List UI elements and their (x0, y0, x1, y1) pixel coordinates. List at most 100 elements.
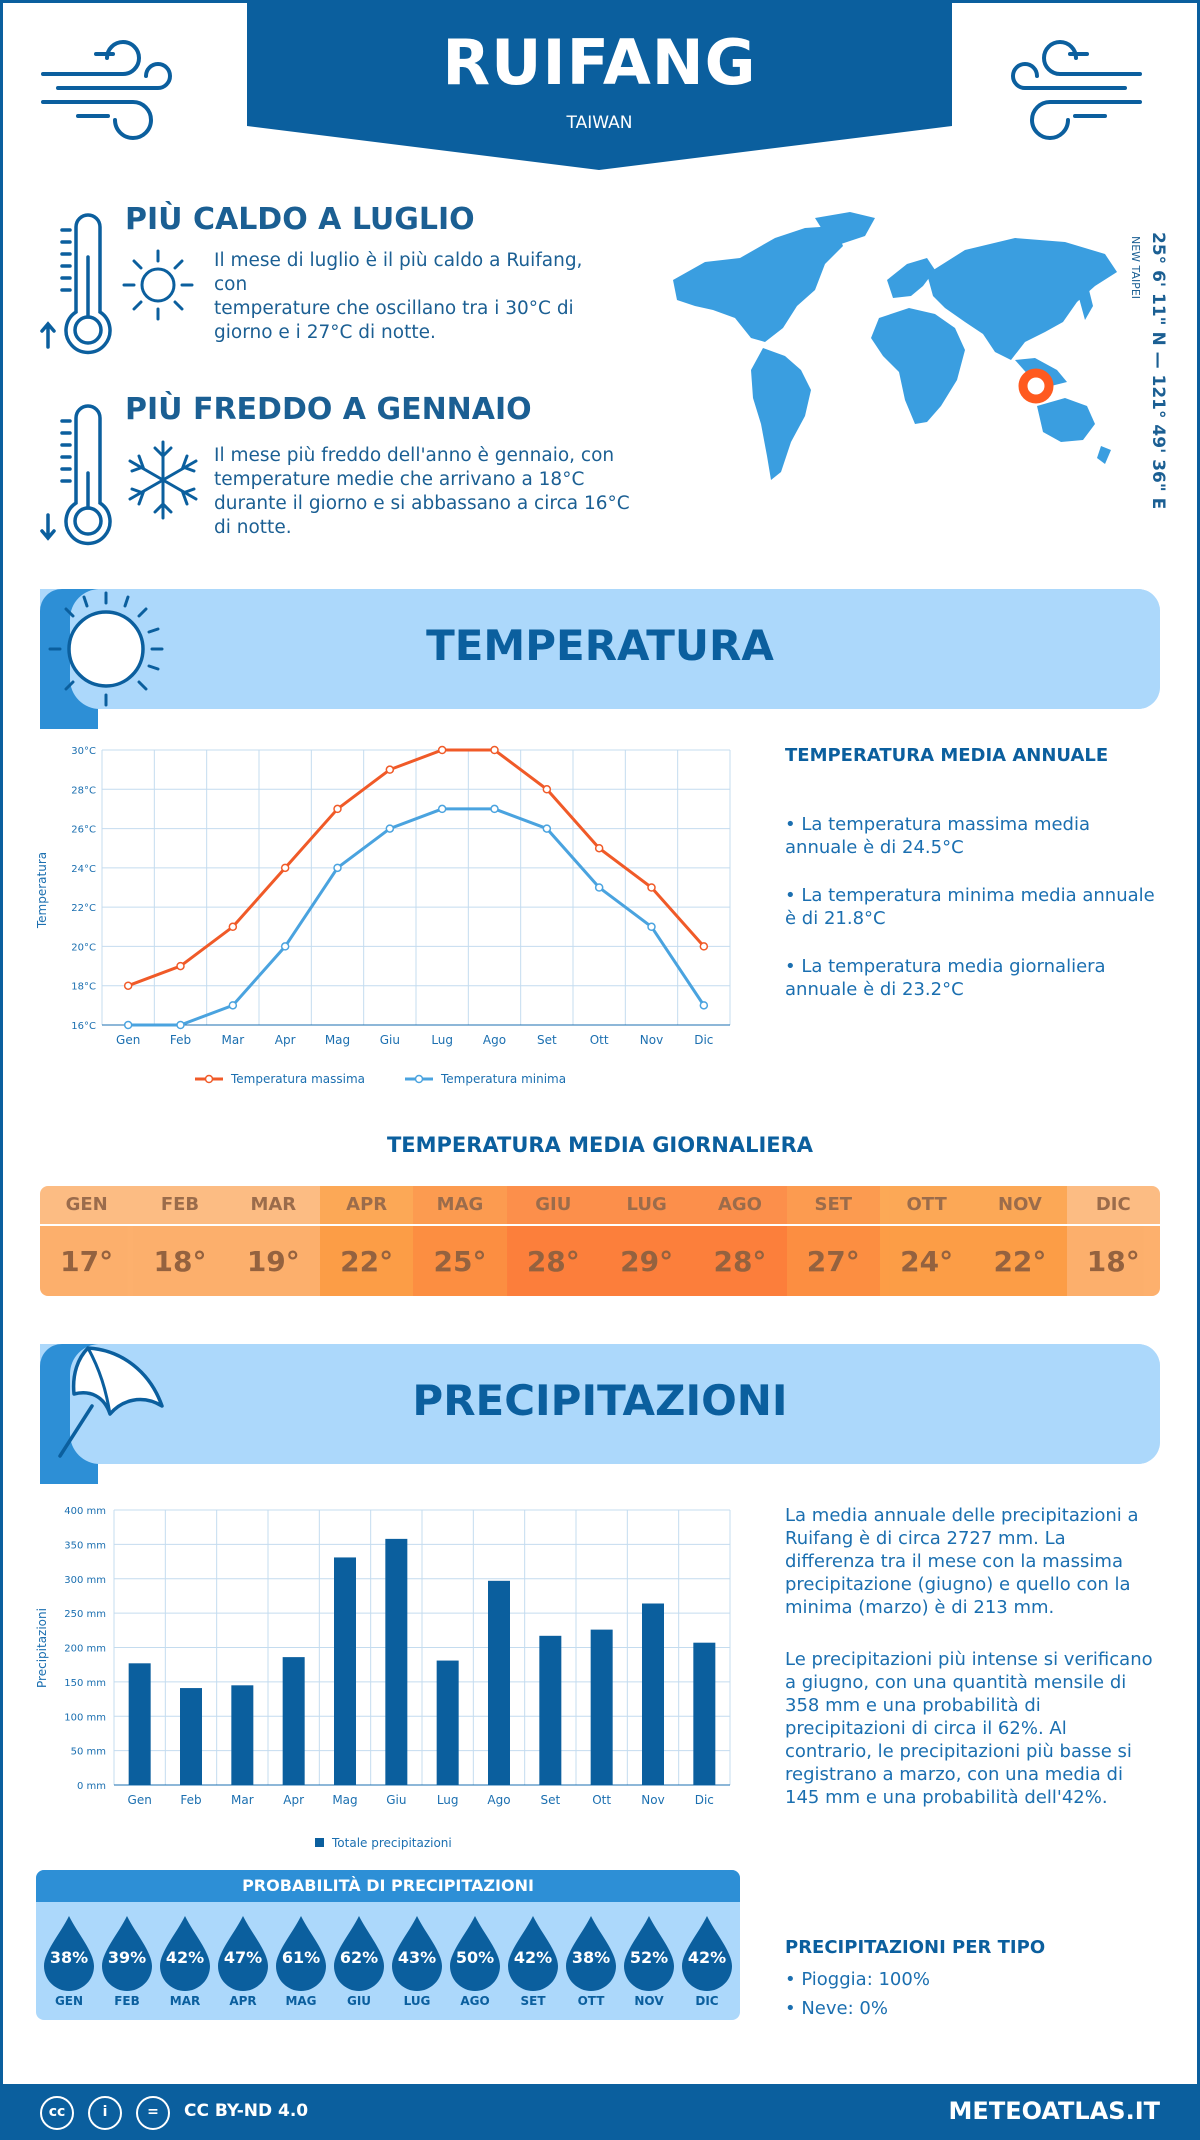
y-tick-label: 100 mm (64, 1712, 106, 1723)
sun-icon (122, 249, 194, 321)
data-point (176, 1020, 185, 1030)
raindrop-icon (624, 1916, 674, 1991)
daily-temp-column: NOV 22° (973, 1186, 1067, 1296)
paragraph-line: differenza tra il mese con la massima (785, 1551, 1123, 1572)
country-name: TAIWAN (566, 113, 633, 133)
data-point (280, 942, 290, 951)
probability-month: LUG (403, 1994, 431, 2008)
daily-temp-column: LUG 29° (599, 1186, 694, 1296)
daily-temp-month: MAR (226, 1186, 320, 1224)
bullet-line: • La temperatura minima media annuale (785, 885, 1155, 906)
daily-temp-month: OTT (879, 1186, 974, 1224)
y-tick-label: 26°C (71, 825, 96, 836)
paragraph-line: Ruifang è di circa 2727 mm. La (785, 1528, 1066, 1549)
precip-bar (642, 1603, 664, 1785)
coldest-line: durante il giorno e si abbassano a circa… (214, 493, 630, 514)
y-tick-label: 30°C (71, 746, 96, 757)
paragraph-line: La media annuale delle precipitazioni a (785, 1505, 1139, 1526)
x-tick-label: Mar (231, 1793, 254, 1807)
data-point (490, 804, 499, 814)
precip-type-snow: • Neve: 0% (785, 1998, 888, 2019)
probability-value: 38% (571, 1948, 611, 1967)
daily-temp-value: 17° (40, 1226, 134, 1296)
precip-bar (590, 1629, 613, 1785)
y-tick-label: 300 mm (64, 1575, 106, 1586)
x-tick-label: Lug (431, 1033, 453, 1047)
raindrop-icon (218, 1916, 268, 1991)
data-point (647, 922, 656, 932)
precip-y-axis-label: Precipitazioni (35, 1608, 49, 1688)
data-point (385, 765, 395, 774)
probability-drop: 61% MAG (272, 1914, 330, 2014)
data-point (385, 824, 395, 833)
paragraph-line: precipitazione (giugno) e quello con la (785, 1574, 1131, 1595)
temperature-section-title: TEMPERATURA (426, 621, 774, 670)
sun-icon (48, 591, 164, 707)
coldest-title: PIÙ FREDDO A GENNAIO (125, 392, 532, 427)
attribution-icon: i (88, 2096, 122, 2130)
precip-type-list: • Pioggia: 100% • Neve: 0% (785, 1968, 1155, 2020)
y-tick-label: 400 mm (64, 1506, 106, 1517)
data-point (280, 863, 290, 873)
probability-drop: 42% SET (504, 1914, 562, 2014)
data-point (333, 804, 342, 814)
series-line (128, 807, 706, 1027)
x-tick-label: Feb (180, 1793, 201, 1807)
y-tick-label: 16°C (71, 1021, 96, 1032)
probability-month: MAR (169, 1994, 201, 2008)
thermometer-cold-icon (40, 404, 112, 546)
probability-value: 42% (687, 1948, 727, 1967)
daily-temp-column: OTT 24° (879, 1186, 974, 1296)
precip-bar (539, 1635, 562, 1785)
paragraph-line: a giugno, con una quantità mensile di (785, 1672, 1127, 1693)
x-tick-label: Apr (283, 1793, 304, 1807)
probability-month: APR (229, 1994, 257, 2008)
site-link[interactable]: METEOATLAS.IT (948, 2097, 1160, 2125)
raindrop-icon (334, 1916, 384, 1991)
daily-temp-column: DIC 18° (1066, 1186, 1160, 1296)
x-tick-label: Giu (380, 1033, 400, 1047)
region-text: NEW TAIPEI (1129, 236, 1142, 300)
daily-temp-month: SET (786, 1186, 880, 1224)
x-tick-label: Mar (222, 1033, 245, 1047)
series-line (127, 748, 705, 988)
wind-icon (1011, 40, 1142, 140)
x-tick-label: Ago (487, 1793, 510, 1807)
probability-drop: 62% GIU (330, 1914, 388, 2014)
x-tick-label: Giu (386, 1793, 406, 1807)
x-tick-label: Apr (275, 1033, 296, 1047)
precip-bar (488, 1580, 510, 1785)
raindrop-icon (44, 1916, 94, 1991)
paragraph-line: Le precipitazioni più intense si verific… (785, 1649, 1153, 1670)
probability-drop: 50% AGO (446, 1914, 504, 2014)
daily-temp-column: SET 27° (786, 1186, 880, 1296)
title-banner: RUIFANG TAIWAN (247, 0, 952, 170)
hottest-line: temperature che oscillano tra i 30°C di (214, 298, 574, 319)
precip-probability-title: PROBABILITÀ DI PRECIPITAZIONI (36, 1870, 740, 1902)
daily-temp-column: GIU 28° (506, 1186, 600, 1296)
paragraph-line: registrano a marzo, con una media di (785, 1764, 1123, 1785)
daily-temp-month: NOV (973, 1186, 1067, 1224)
y-tick-label: 200 mm (64, 1644, 106, 1655)
world-map (673, 212, 1117, 480)
precip-type-rain: • Pioggia: 100% (785, 1969, 930, 1990)
paragraph-line: contrario, le precipitazioni più basse s… (785, 1741, 1132, 1762)
daily-temp-column: MAR 19° (226, 1186, 320, 1296)
paragraph-line: minima (marzo) è di 213 mm. (785, 1597, 1055, 1618)
coldest-line: Il mese più freddo dell'anno è gennaio, … (214, 445, 615, 466)
daily-temp-month: GEN (40, 1186, 134, 1224)
precipitation-chart: Precipitazioni 0 mm 50 mm 100 mm 150 mm 200 … (35, 1506, 731, 1850)
data-point (437, 745, 447, 755)
annual-temp-bullet: • La temperatura minima media annuale è … (785, 884, 1165, 930)
probability-drop: 38% GEN (40, 1914, 98, 2014)
hottest-title: PIÙ CALDO A LUGLIO (125, 202, 475, 237)
probability-drop: 42% DIC (678, 1914, 736, 2014)
probability-value: 62% (339, 1948, 379, 1967)
snowflake-icon (128, 440, 198, 520)
hottest-text: Il mese di luglio è il più caldo a Ruifa… (214, 249, 614, 345)
daily-temp-column: APR 22° (319, 1186, 414, 1296)
daily-temp-value: 28° (506, 1226, 600, 1296)
y-tick-label: 24°C (71, 864, 96, 875)
x-tick-label: Mag (325, 1033, 350, 1047)
daily-temp-month: APR (319, 1186, 414, 1224)
